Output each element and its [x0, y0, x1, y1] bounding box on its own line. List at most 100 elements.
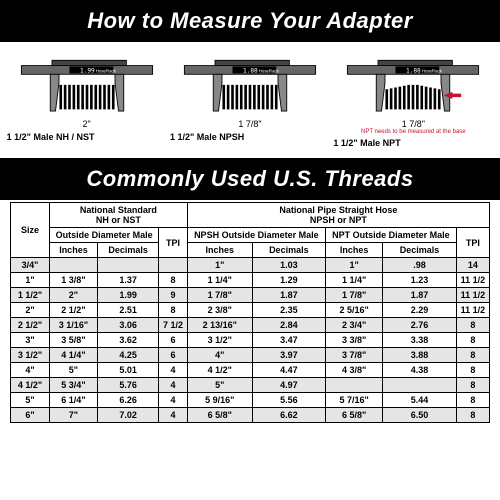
table-cell: 1.23 — [383, 273, 457, 288]
table-cell: 11 1/2 — [456, 303, 489, 318]
table-cell — [159, 258, 187, 273]
table-cell: 4.38 — [383, 363, 457, 378]
table-cell: 4 — [159, 393, 187, 408]
table-row: 5"6 1/4"6.2645 9/16"5.565 7/16"5.448 — [11, 393, 490, 408]
table-cell: 3 1/16" — [50, 318, 98, 333]
table-cell: 2 3/4" — [325, 318, 382, 333]
table-cell: 3.88 — [383, 348, 457, 363]
table-cell: 8 — [456, 348, 489, 363]
table-cell: 6 5/8" — [187, 408, 252, 423]
table-cell: 8 — [456, 408, 489, 423]
table-cell: 1 3/8" — [50, 273, 98, 288]
table-cell: 1 7/8" — [187, 288, 252, 303]
table-row: 1"1 3/8"1.3781 1/4"1.291 1/4"1.2311 1/2 — [11, 273, 490, 288]
table-cell: 5" — [11, 393, 50, 408]
table-row: 3 1/2"4 1/4"4.2564"3.973 7/8"3.888 — [11, 348, 490, 363]
caliper-label: 1 1/2" Male NH / NST — [7, 132, 167, 142]
table-cell: 5 9/16" — [187, 393, 252, 408]
col-tpi2: TPI — [456, 228, 489, 258]
table-cell: 3.38 — [383, 333, 457, 348]
table-cell: 5.44 — [383, 393, 457, 408]
col-in3: Inches — [325, 243, 382, 258]
table-cell: 4 1/2" — [11, 378, 50, 393]
table-cell — [325, 378, 382, 393]
table-cell: 5.01 — [97, 363, 158, 378]
table-cell: 2.35 — [252, 303, 325, 318]
table-cell: 3 5/8" — [50, 333, 98, 348]
col-dec2: Decimals — [252, 243, 325, 258]
table-cell: 4.25 — [97, 348, 158, 363]
table-cell: 1" — [325, 258, 382, 273]
col-tpi1: TPI — [159, 228, 187, 258]
table-cell: 3.62 — [97, 333, 158, 348]
table-cell: 2 1/2" — [11, 318, 50, 333]
main-title: How to Measure Your Adapter — [0, 0, 500, 42]
table-cell: 3" — [11, 333, 50, 348]
table-cell: 3.97 — [252, 348, 325, 363]
table-cell: 4 — [159, 363, 187, 378]
table-cell: 1 1/2" — [11, 288, 50, 303]
table-cell: 8 — [456, 318, 489, 333]
table-cell: 3 1/2" — [187, 333, 252, 348]
table-cell: 2.84 — [252, 318, 325, 333]
table-cell: 4.47 — [252, 363, 325, 378]
table-cell: 1 1/4" — [325, 273, 382, 288]
col-dec1: Decimals — [97, 243, 158, 258]
caliper-diagram: 1.88 HoseRack 1 7/8"NPT needs to be meas… — [333, 57, 493, 148]
table-cell: 11 1/2 — [456, 288, 489, 303]
table-cell: .98 — [383, 258, 457, 273]
table-row: 2 1/2"3 1/16"3.067 1/22 13/16"2.842 3/4"… — [11, 318, 490, 333]
table-cell — [383, 378, 457, 393]
table-cell: 1.29 — [252, 273, 325, 288]
table-cell: 2" — [11, 303, 50, 318]
table-cell: 6.26 — [97, 393, 158, 408]
table-cell: 5" — [187, 378, 252, 393]
table-cell: 4.97 — [252, 378, 325, 393]
table-cell: 2" — [50, 288, 98, 303]
table-cell: 8 — [456, 393, 489, 408]
table-row: 2"2 1/2"2.5182 3/8"2.352 5/16"2.2911 1/2 — [11, 303, 490, 318]
table-cell: 3/4" — [11, 258, 50, 273]
thread-table-wrap: Size National Standard NH or NST Nationa… — [0, 202, 500, 433]
table-cell: 2 13/16" — [187, 318, 252, 333]
col-npsh: NPSH Outside Diameter Male — [187, 228, 325, 243]
caliper-diagram: 1.88 HoseRack 1 7/8"1 1/2" Male NPSH — [170, 57, 330, 148]
table-cell: 2 3/8" — [187, 303, 252, 318]
table-cell: 6 5/8" — [325, 408, 382, 423]
caliper-dimension: 1 7/8" — [238, 119, 261, 129]
table-cell: 14 — [456, 258, 489, 273]
table-cell: 5.56 — [252, 393, 325, 408]
table-cell: 8 — [159, 273, 187, 288]
table-cell: 2.29 — [383, 303, 457, 318]
caliper-label: 1 1/2" Male NPSH — [170, 132, 330, 142]
col-size: Size — [11, 203, 50, 258]
table-title: Commonly Used U.S. Threads — [0, 158, 500, 200]
table-cell: 3.06 — [97, 318, 158, 333]
table-cell: 5" — [50, 363, 98, 378]
table-cell: 1.37 — [97, 273, 158, 288]
table-cell: 3 7/8" — [325, 348, 382, 363]
table-row: 3"3 5/8"3.6263 1/2"3.473 3/8"3.388 — [11, 333, 490, 348]
svg-text:HoseRack: HoseRack — [95, 69, 116, 74]
table-cell: 5 7/16" — [325, 393, 382, 408]
table-cell: 2 1/2" — [50, 303, 98, 318]
table-row: 4"5"5.0144 1/2"4.474 3/8"4.388 — [11, 363, 490, 378]
table-cell: 2.51 — [97, 303, 158, 318]
table-cell: 5 3/4" — [50, 378, 98, 393]
col-dec3: Decimals — [383, 243, 457, 258]
table-cell: 7 1/2 — [159, 318, 187, 333]
table-cell: 9 — [159, 288, 187, 303]
table-cell: 8 — [456, 333, 489, 348]
table-cell: 6 — [159, 333, 187, 348]
svg-text:HoseRack: HoseRack — [422, 69, 443, 74]
table-row: 3/4"1"1.031".9814 — [11, 258, 490, 273]
table-cell: 2 5/16" — [325, 303, 382, 318]
table-cell — [50, 258, 98, 273]
svg-text:HoseRack: HoseRack — [259, 69, 280, 74]
col-odm1: Outside Diameter Male — [50, 228, 159, 243]
caliper-dimension: 2" — [83, 119, 91, 129]
table-cell: 8 — [456, 378, 489, 393]
table-cell: 6.50 — [383, 408, 457, 423]
caliper-note: NPT needs to be measured at the base — [361, 129, 466, 135]
col-npt: NPT Outside Diameter Male — [325, 228, 456, 243]
